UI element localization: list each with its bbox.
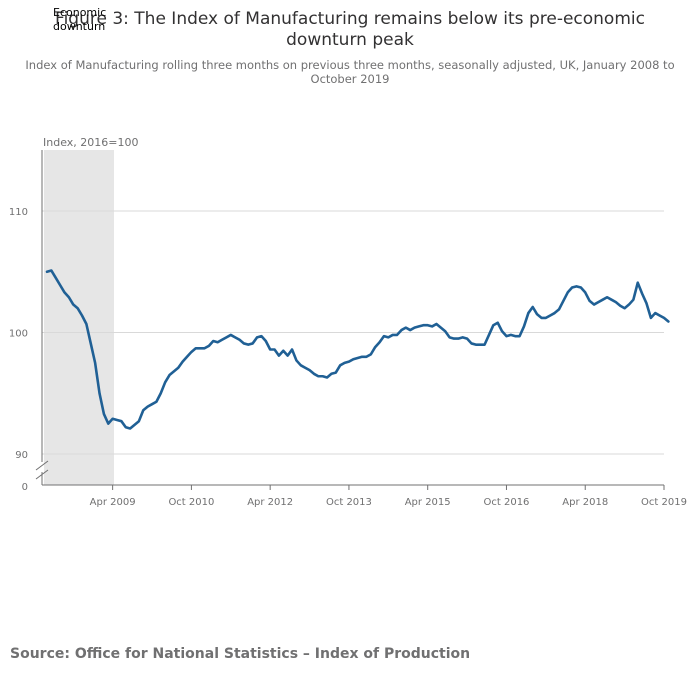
economic-downturn-band (44, 150, 114, 485)
x-tick-label: Oct 2016 (484, 497, 530, 508)
chart-subtitle-line-2: October 2019 (311, 72, 390, 86)
x-tick-label: Apr 2015 (405, 497, 451, 508)
x-tick-label: Oct 2013 (326, 497, 372, 508)
axis-break-stroke-1 (35, 460, 49, 471)
y-tick-label-90: 90 (15, 450, 28, 461)
x-tick-label: Apr 2009 (90, 497, 136, 508)
series-line (45, 269, 670, 430)
source-note: Source: Office for National Statistics –… (10, 646, 471, 662)
y-axis-break-marker (35, 460, 49, 485)
x-tick-labels: Apr 2009 Oct 2010 Apr 2012 Oct 2013 Apr 2015… (90, 485, 687, 508)
y-tick-label-100: 100 (9, 329, 28, 340)
y-tick-label-110: 110 (9, 207, 28, 218)
chart-title-line-1: Figure 3: The Index of Manufacturing rem… (55, 9, 645, 29)
y-tick-labels: 90 100 110 0 (9, 207, 28, 493)
chart-subtitle-line-1: Index of Manufacturing rolling three mon… (25, 58, 674, 72)
y-gridlines (42, 210, 664, 455)
x-tick-label: Apr 2018 (562, 497, 608, 508)
x-tick-label: Oct 2010 (168, 497, 214, 508)
band-label-line-1: Economic (53, 6, 106, 19)
chart-title-line-2: downturn peak (286, 30, 414, 50)
y-axis-unit-label: Index, 2016=100 (43, 136, 138, 149)
band-label-line-2: downturn (53, 20, 105, 33)
y-tick-label-0: 0 (22, 482, 28, 493)
x-tick-label: Oct 2019 (641, 497, 687, 508)
x-tick-label: Apr 2012 (247, 497, 293, 508)
